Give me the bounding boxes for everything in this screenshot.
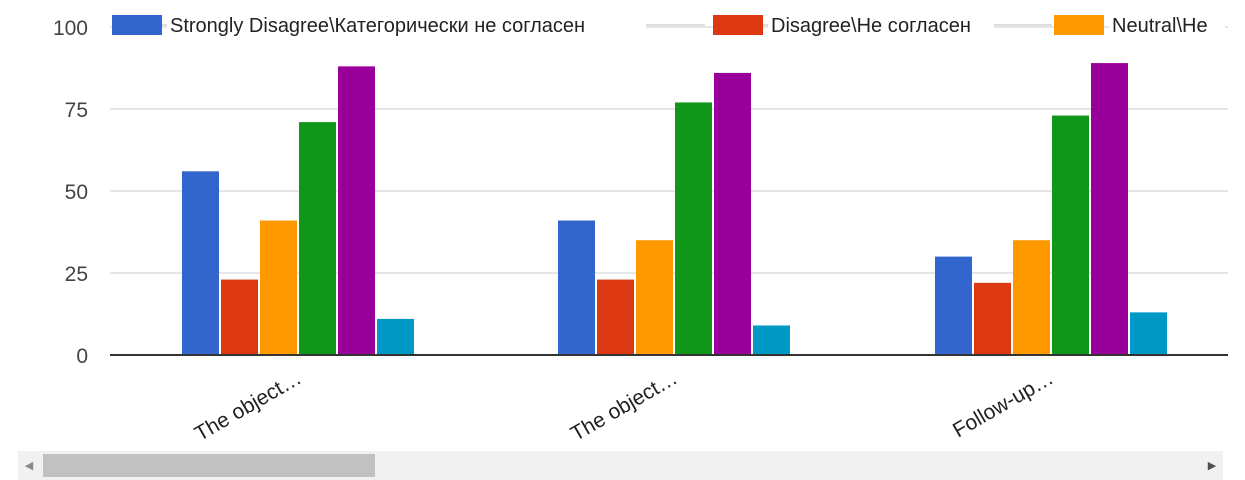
legend-swatch [1054,15,1104,35]
bar [221,279,258,355]
legend-label-background [768,11,994,39]
bar [558,220,595,355]
bar [753,325,790,355]
legend-label-background [1109,11,1225,39]
bar [597,279,634,355]
legend-label: Neutral\Не [1112,15,1208,37]
scrollbar-thumb[interactable] [43,454,375,477]
y-tick-label: 25 [65,263,88,286]
x-category-label: The object… [191,366,306,440]
bar [974,282,1011,355]
bar [636,240,673,355]
y-tick-label: 0 [76,345,88,368]
scroll-left-arrow-icon[interactable]: ◀ [24,460,34,472]
bar [1130,312,1167,355]
bar [1013,240,1050,355]
legend-label-background [167,11,646,39]
scroll-right-arrow-icon[interactable]: ▶ [1207,460,1217,472]
bar [1052,115,1089,355]
x-category-label: The object… [567,366,682,440]
bar [675,102,712,355]
bar [714,72,751,356]
horizontal-scrollbar[interactable]: ◀ ▶ [18,451,1223,480]
legend-label: Strongly Disagree\Категорически не согла… [170,15,585,37]
bar [299,122,336,356]
x-category-label: Follow-up… [949,366,1058,440]
bar [935,256,972,355]
y-tick-label: 100 [53,17,88,40]
bar [338,66,375,356]
bar [377,318,414,355]
bar [260,220,297,355]
bar-chart: 0 25 50 75 100 The object… The object… Follow-u… [52,11,1228,440]
legend-label: Disagree\Не согласен [771,15,971,37]
bar [1091,63,1128,356]
legend-swatch [713,15,763,35]
legend-swatch [112,15,162,35]
y-tick-label: 50 [65,181,88,204]
y-tick-label: 75 [65,99,88,122]
bar [182,171,219,355]
